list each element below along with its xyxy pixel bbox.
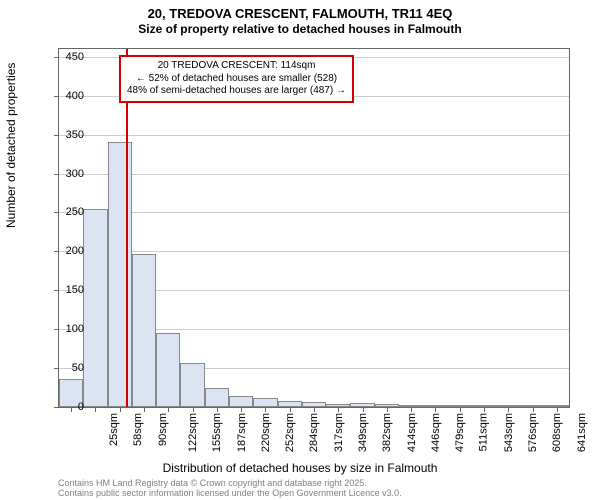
annotation-line2: ← 52% of detached houses are smaller (52…: [127, 73, 346, 86]
histogram-bar: [156, 333, 180, 407]
x-tick-label: 576sqm: [527, 413, 539, 452]
y-tick-label: 100: [44, 323, 84, 335]
gridline: [59, 135, 569, 136]
annotation-line3: 48% of semi-detached houses are larger (…: [127, 85, 346, 98]
y-tick-label: 50: [44, 362, 84, 374]
x-tick-label: 155sqm: [211, 413, 223, 452]
attribution-footer: Contains HM Land Registry data © Crown c…: [58, 478, 402, 499]
x-tick-label: 317sqm: [333, 413, 345, 452]
histogram-bar: [180, 363, 204, 407]
x-tick-label: 187sqm: [236, 413, 248, 452]
x-tick-mark: [290, 407, 291, 412]
x-tick-mark: [120, 407, 121, 412]
histogram-bar: [229, 396, 253, 407]
gridline: [59, 212, 569, 213]
x-tick-mark: [363, 407, 364, 412]
marker-annotation: 20 TREDOVA CRESCENT: 114sqm ← 52% of det…: [119, 55, 354, 103]
chart-title-block: 20, TREDOVA CRESCENT, FALMOUTH, TR11 4EQ…: [0, 0, 600, 37]
x-tick-mark: [314, 407, 315, 412]
x-tick-mark: [241, 407, 242, 412]
y-axis-label: Number of detached properties: [4, 63, 18, 228]
x-axis-label: Distribution of detached houses by size …: [0, 461, 600, 475]
x-tick-mark: [460, 407, 461, 412]
histogram-chart: 20, TREDOVA CRESCENT, FALMOUTH, TR11 4EQ…: [0, 0, 600, 500]
x-tick-label: 349sqm: [357, 413, 369, 452]
x-tick-mark: [193, 407, 194, 412]
x-tick-label: 382sqm: [381, 413, 393, 452]
chart-address-title: 20, TREDOVA CRESCENT, FALMOUTH, TR11 4EQ: [0, 6, 600, 22]
x-tick-mark: [95, 407, 96, 412]
histogram-bar: [205, 388, 229, 407]
y-tick-label: 450: [44, 51, 84, 63]
x-tick-label: 122sqm: [187, 413, 199, 452]
x-tick-label: 641sqm: [576, 413, 588, 452]
x-tick-label: 511sqm: [478, 413, 490, 451]
footer-line2: Contains public sector information licen…: [58, 488, 402, 498]
footer-line1: Contains HM Land Registry data © Crown c…: [58, 478, 402, 488]
x-tick-mark: [435, 407, 436, 412]
x-tick-label: 220sqm: [260, 413, 272, 452]
property-marker-line: [126, 49, 128, 407]
x-tick-label: 252sqm: [284, 413, 296, 452]
y-tick-label: 250: [44, 206, 84, 218]
x-tick-label: 479sqm: [454, 413, 466, 452]
annotation-line1: 20 TREDOVA CRESCENT: 114sqm: [127, 60, 346, 73]
x-tick-label: 543sqm: [503, 413, 515, 452]
x-tick-label: 608sqm: [551, 413, 563, 452]
y-tick-label: 150: [44, 284, 84, 296]
histogram-bar: [132, 254, 156, 407]
histogram-bar: [83, 209, 107, 407]
x-tick-mark: [411, 407, 412, 412]
x-tick-mark: [533, 407, 534, 412]
x-tick-label: 25sqm: [108, 413, 120, 446]
y-tick-label: 0: [44, 401, 84, 413]
y-tick-label: 300: [44, 168, 84, 180]
x-tick-label: 90sqm: [157, 413, 169, 446]
gridline: [59, 174, 569, 175]
histogram-bar: [253, 398, 277, 407]
gridline: [59, 251, 569, 252]
x-tick-mark: [168, 407, 169, 412]
x-tick-label: 446sqm: [430, 413, 442, 452]
x-tick-mark: [484, 407, 485, 412]
x-tick-label: 414sqm: [406, 413, 418, 452]
plot-area: 25sqm58sqm90sqm122sqm155sqm187sqm220sqm2…: [58, 48, 570, 408]
x-tick-mark: [144, 407, 145, 412]
y-tick-label: 400: [44, 90, 84, 102]
y-tick-label: 200: [44, 245, 84, 257]
x-tick-mark: [508, 407, 509, 412]
y-tick-label: 350: [44, 129, 84, 141]
x-tick-mark: [265, 407, 266, 412]
x-tick-label: 58sqm: [132, 413, 144, 446]
x-tick-mark: [217, 407, 218, 412]
x-tick-label: 284sqm: [309, 413, 321, 452]
chart-subtitle: Size of property relative to detached ho…: [0, 22, 600, 37]
x-tick-mark: [387, 407, 388, 412]
x-tick-mark: [338, 407, 339, 412]
x-tick-mark: [557, 407, 558, 412]
